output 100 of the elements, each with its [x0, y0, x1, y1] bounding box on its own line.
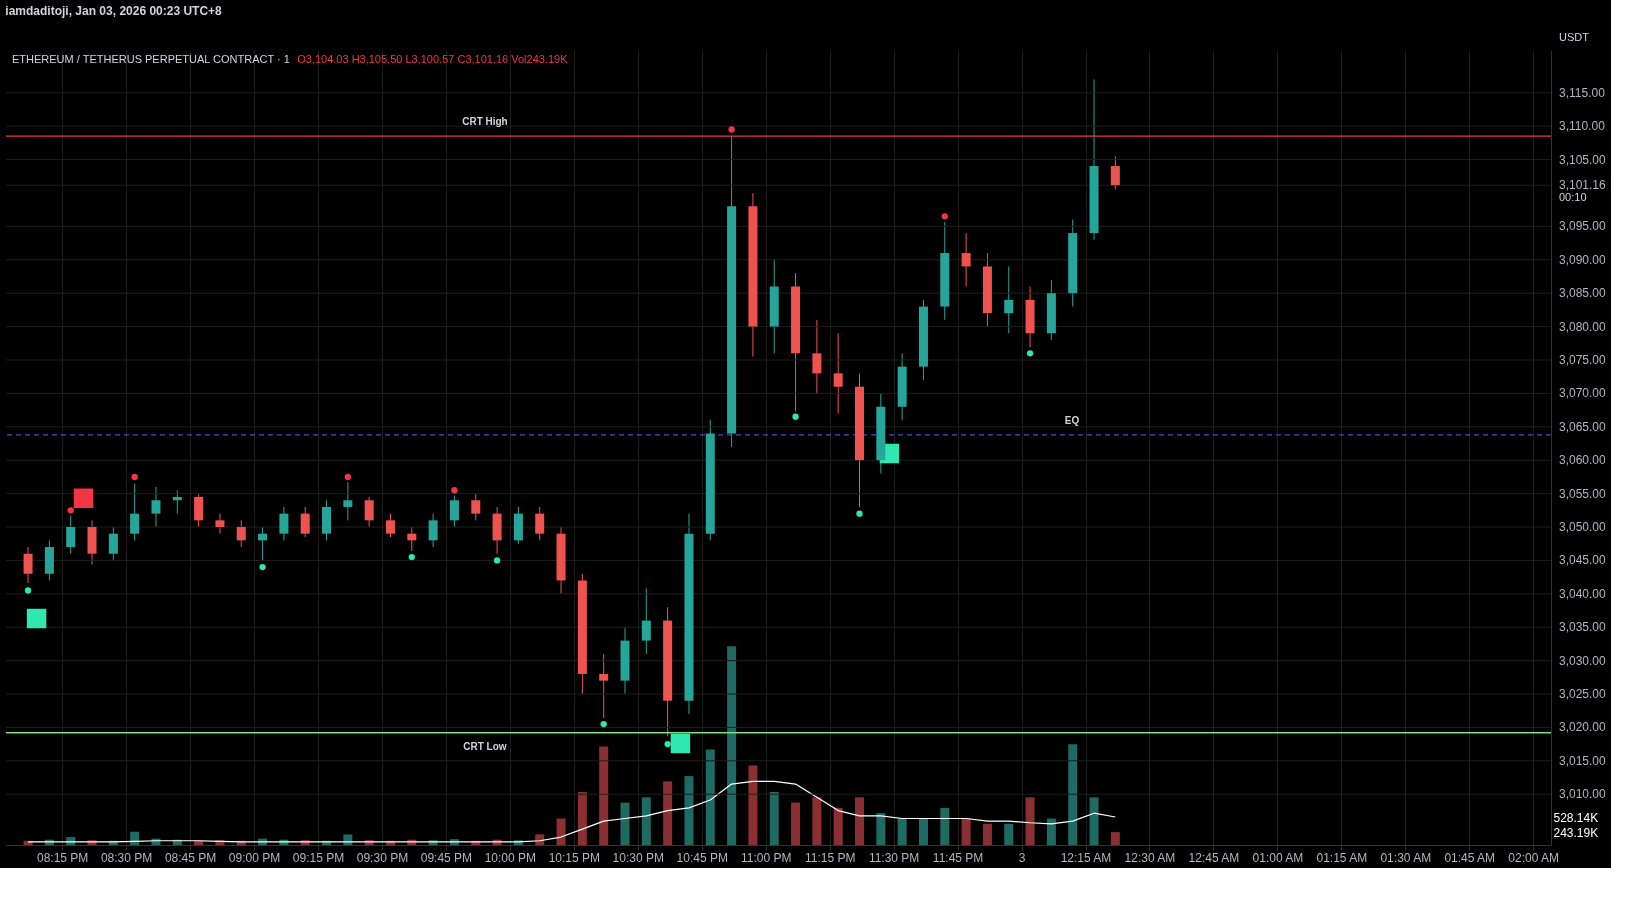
ref-line-label: CRT Low: [463, 740, 507, 752]
y-tick-label: 3,060.00: [1559, 453, 1607, 468]
bar: [1089, 797, 1099, 845]
candlestick: [23, 546, 33, 584]
candlestick: [449, 495, 459, 528]
y-tick-label: 3,095.00: [1559, 219, 1607, 234]
bar: [705, 749, 715, 845]
x-tick-label: 11:15 PM: [804, 850, 856, 865]
point: [259, 563, 266, 571]
bar: [1004, 823, 1014, 845]
candlestick: [961, 232, 971, 287]
point: [344, 473, 352, 481]
y-tick-label: 3,075.00: [1559, 352, 1607, 367]
point: [856, 510, 863, 517]
candlestick: [151, 486, 161, 528]
y-tick-label: 3,101.16: [1559, 178, 1607, 193]
point: [408, 553, 415, 561]
bar: [791, 802, 801, 845]
annotation: O3,104.03 H3,105.50 L3,100.57 C3,101.16 Vol243.19K: [297, 53, 569, 65]
bar: [748, 765, 758, 845]
candlestick: [215, 513, 225, 535]
bar: [577, 792, 587, 845]
y-tick-label: 3,040.00: [1559, 586, 1607, 601]
y-tick-label: 3,065.00: [1559, 419, 1607, 434]
bar: [130, 831, 140, 845]
candlestick: [108, 526, 118, 561]
bar: [855, 797, 865, 845]
line-series: [27, 780, 1116, 843]
y-tick-label: 3,020.00: [1559, 720, 1607, 735]
candlestick: [428, 513, 438, 548]
point: [493, 557, 501, 564]
y-tick-label: 3,025.00: [1559, 687, 1607, 702]
y-tick-label: 3,070.00: [1559, 386, 1607, 401]
y2-tick-label: 243.19K: [1553, 825, 1599, 840]
point: [1026, 350, 1034, 357]
x-tick-label: 10:30 PM: [612, 850, 664, 865]
bar: [769, 792, 779, 845]
bar: [194, 840, 204, 845]
bar: [620, 802, 630, 845]
bar: [684, 776, 694, 845]
x-tick-label: 10:45 PM: [676, 850, 728, 865]
x-tick-label: 11:30 PM: [868, 850, 920, 865]
y-tick-label: 3,035.00: [1559, 620, 1607, 635]
bar: [918, 818, 928, 845]
y-tick-label: 3,050.00: [1559, 520, 1607, 534]
x-tick-label: 12:45 AM: [1188, 850, 1240, 865]
y-tick-label: 3,015.00: [1559, 753, 1607, 768]
point: [451, 487, 458, 494]
y2-tick-label: 528.14K: [1553, 810, 1599, 825]
bar: [599, 746, 609, 845]
y-tick-label: 3,110.00: [1559, 119, 1606, 134]
point: [670, 733, 691, 754]
point: [67, 507, 74, 514]
candlestick: [1004, 265, 1014, 334]
point: [24, 587, 32, 594]
bar: [727, 646, 737, 845]
x-tick-label: 09:00 PM: [228, 850, 281, 865]
candlestick: [258, 526, 268, 562]
chart-title: ETHEREUM / TETHERUS PERPETUAL CONTRACT · 1: [12, 53, 290, 65]
candlestick: [343, 481, 353, 521]
candlestick: [194, 493, 204, 528]
x-tick-label: 01:00 AM: [1252, 850, 1304, 865]
ref-line-label: EQ: [1064, 414, 1080, 426]
bar: [1025, 797, 1035, 845]
candlestick: [1110, 155, 1120, 190]
point: [600, 720, 607, 728]
bar: [940, 807, 950, 845]
x-tick-label: 11:00 PM: [740, 850, 792, 865]
x-tick-label: 09:45 PM: [420, 850, 473, 865]
text: USDT: [1559, 31, 1590, 43]
y-tick-label: 3,085.00: [1559, 286, 1607, 301]
bar: [1046, 818, 1056, 845]
candlestick: [833, 332, 843, 414]
x-tick-label: 10:15 PM: [548, 850, 601, 865]
text: 00:10: [1559, 191, 1587, 204]
candlestick: [407, 526, 417, 552]
point: [941, 213, 948, 220]
candlestick: [300, 506, 310, 538]
point: [728, 126, 735, 133]
point: [664, 740, 671, 748]
candlestick: [812, 319, 822, 394]
bar: [833, 807, 843, 845]
candlestick: [641, 587, 651, 655]
y-tick-label: 3,045.00: [1559, 553, 1607, 568]
candlestick: [385, 513, 395, 538]
candlestick: [66, 515, 76, 555]
bar: [556, 818, 566, 845]
candlestick: [236, 519, 246, 548]
bar: [812, 797, 822, 845]
candlestick: [172, 489, 182, 515]
x-tick-label: 08:15 PM: [36, 850, 89, 865]
point: [131, 473, 138, 481]
bar: [343, 834, 353, 845]
x-tick-label: 09:30 PM: [356, 850, 409, 865]
y-tick-label: 3,055.00: [1559, 486, 1607, 501]
y-tick-label: 3,090.00: [1559, 252, 1607, 267]
x-tick-label: 01:30 AM: [1380, 850, 1432, 865]
ref-line-label: CRT High: [462, 116, 508, 128]
bar: [876, 813, 886, 845]
y-tick-label: 3,115.00: [1559, 85, 1606, 100]
